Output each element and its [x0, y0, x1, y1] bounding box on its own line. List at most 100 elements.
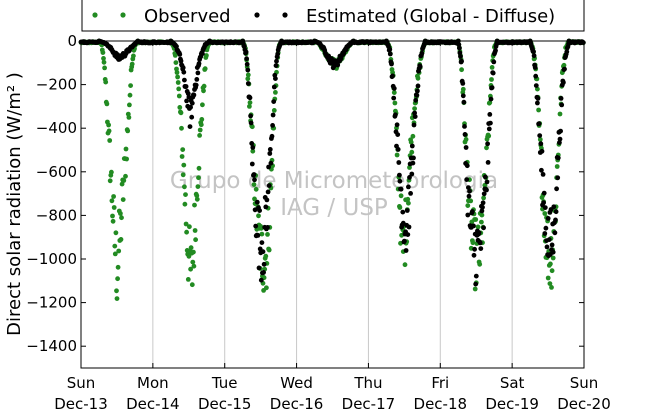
x-tick-label-day: Sat	[500, 374, 525, 392]
observed-point	[460, 86, 466, 92]
estimated-point	[493, 48, 498, 53]
observed-point	[107, 178, 113, 184]
observed-point	[112, 251, 118, 257]
estimated-point	[273, 63, 279, 68]
estimated-point	[539, 167, 544, 173]
observed-point	[121, 178, 127, 183]
estimated-point	[409, 143, 415, 149]
observed-point	[120, 197, 126, 203]
observed-point	[110, 213, 115, 219]
estimated-point	[200, 51, 205, 57]
estimated-point	[537, 133, 543, 139]
observed-point	[128, 83, 134, 88]
estimated-point	[191, 92, 197, 98]
estimated-night-point	[95, 39, 101, 45]
y-tick-label: −800	[36, 206, 77, 224]
observed-point	[174, 66, 179, 72]
estimated-point	[533, 83, 539, 88]
observed-point	[101, 59, 107, 65]
estimated-point	[564, 49, 570, 55]
estimated-point	[457, 50, 463, 56]
estimated-point	[485, 160, 491, 165]
estimated-point	[250, 145, 256, 150]
estimated-point	[413, 97, 419, 103]
observed-point	[103, 79, 109, 85]
observed-point	[545, 275, 551, 281]
observed-point	[129, 61, 135, 67]
estimated-point	[183, 84, 189, 89]
observed-point	[479, 219, 484, 225]
estimated-point	[260, 249, 266, 255]
observed-point	[188, 266, 194, 272]
observed-point	[271, 108, 277, 113]
x-tick-label-date: Dec-20	[557, 395, 611, 409]
observed-point	[197, 133, 203, 138]
observed-point	[408, 139, 414, 145]
estimated-point	[397, 172, 402, 178]
observed-point	[402, 262, 408, 268]
estimated-point	[457, 45, 462, 51]
estimated-point	[412, 114, 418, 119]
estimated-point	[256, 265, 262, 271]
observed-point	[459, 67, 464, 73]
observed-point	[183, 221, 189, 227]
observed-point	[127, 92, 133, 98]
observed-point	[406, 200, 411, 206]
estimated-point	[462, 124, 467, 129]
observed-point	[468, 198, 474, 204]
estimated-point	[478, 246, 484, 252]
x-tick-label-date: Dec-13	[54, 395, 108, 409]
observed-point	[109, 169, 114, 175]
estimated-point	[400, 209, 406, 215]
estimated-point	[481, 225, 486, 231]
x-tick-label-day: Tue	[211, 374, 238, 392]
x-tick-label-day: Sun	[67, 374, 96, 392]
estimated-point	[541, 200, 546, 206]
legend-label: Estimated (Global - Diffuse)	[306, 6, 555, 27]
estimated-point	[549, 242, 555, 248]
estimated-point	[467, 188, 472, 194]
observed-point	[201, 88, 206, 94]
legend-box	[81, 0, 585, 32]
watermark-line-2: IAG / USP	[280, 195, 388, 221]
estimated-point	[476, 230, 482, 236]
estimated-point	[181, 69, 187, 75]
estimated-point	[266, 164, 271, 170]
observed-point	[473, 217, 479, 222]
observed-point	[253, 186, 259, 192]
observed-point	[112, 243, 118, 249]
estimated-point	[473, 273, 479, 279]
observed-point	[549, 268, 555, 274]
estimated-point	[412, 110, 417, 116]
observed-point	[489, 65, 495, 70]
observed-point	[106, 128, 112, 134]
y-tick-label: −1000	[26, 250, 77, 268]
x-tick-label-date: Dec-19	[485, 395, 539, 409]
observed-point	[259, 231, 265, 237]
observed-point	[193, 237, 199, 243]
estimated-point	[187, 124, 193, 129]
estimated-point	[539, 148, 545, 154]
estimated-point	[184, 98, 190, 104]
observed-point	[102, 65, 107, 71]
legend-label: Observed	[144, 6, 231, 27]
estimated-point	[263, 204, 269, 210]
observed-point	[407, 165, 412, 170]
estimated-point	[558, 96, 564, 101]
estimated-point	[194, 77, 200, 82]
observed-point	[247, 104, 252, 109]
estimated-point	[396, 160, 402, 165]
observed-point	[200, 102, 205, 108]
observed-point	[126, 115, 132, 120]
estimated-point	[177, 52, 183, 57]
observed-point	[175, 74, 181, 80]
observed-point	[184, 229, 190, 235]
observed-point	[187, 224, 192, 230]
observed-point	[190, 259, 196, 265]
x-tick-label-day: Wed	[280, 374, 313, 392]
estimated-point	[533, 73, 539, 79]
estimated-point	[267, 147, 273, 152]
x-tick-label-day: Fri	[431, 374, 449, 392]
observed-point	[199, 117, 205, 122]
observed-point	[198, 122, 204, 128]
